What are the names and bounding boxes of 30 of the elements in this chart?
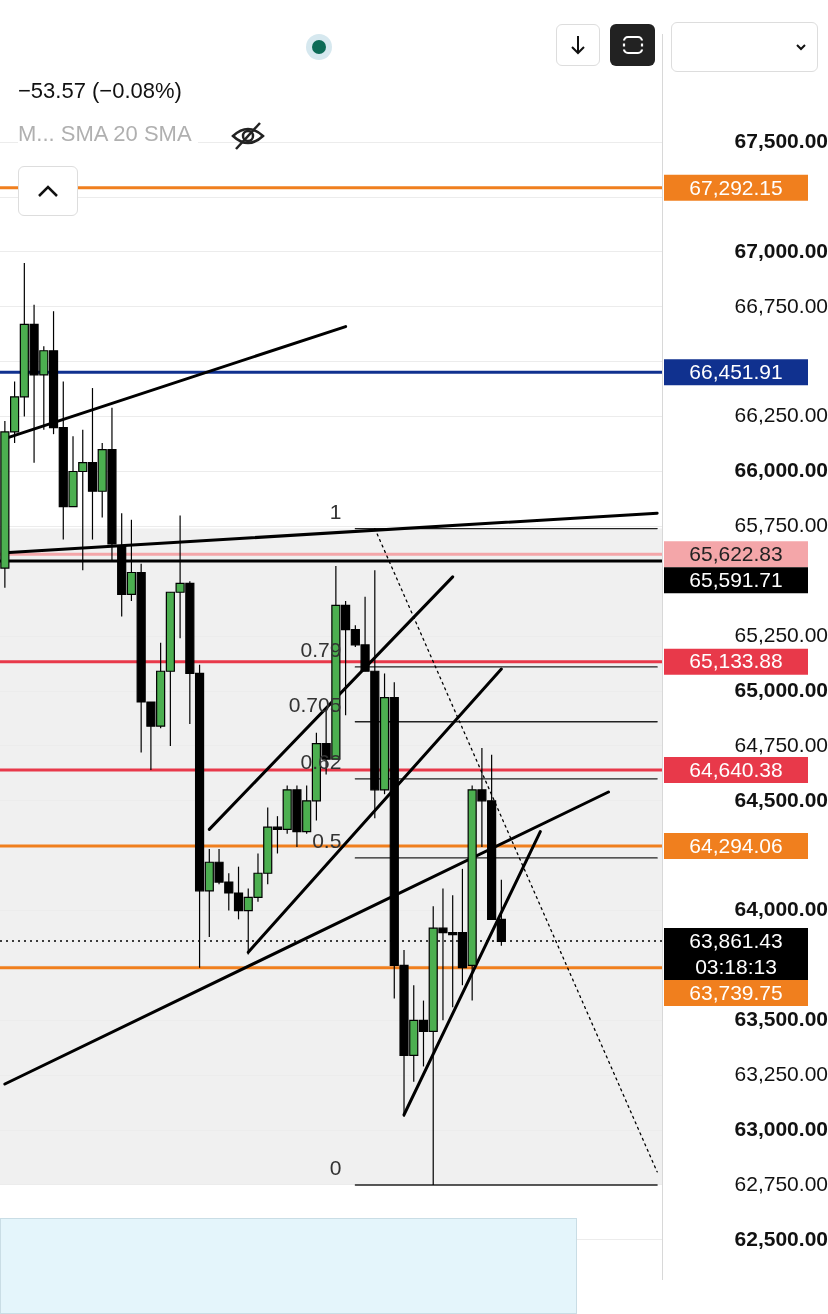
y-tick-label: 63,000.00 bbox=[734, 1116, 828, 1140]
ref-line-label: 67,292.15 bbox=[689, 175, 783, 199]
text: 03:18:13 bbox=[695, 954, 777, 978]
text: −53.57 (−0.08%) bbox=[18, 78, 182, 104]
y-tick-label: 65,750.00 bbox=[734, 513, 828, 537]
y-tick-label: 65,250.00 bbox=[734, 622, 828, 646]
y-tick-label: 67,500.00 bbox=[734, 128, 828, 152]
y-tick-label: 65,000.00 bbox=[734, 677, 828, 701]
ref-line-label: 64,640.38 bbox=[689, 757, 783, 781]
y-tick-label: 66,250.00 bbox=[734, 403, 828, 427]
y-tick-label: 66,000.00 bbox=[734, 458, 828, 482]
annotation: M... SMA 20 SMA bbox=[18, 121, 198, 147]
ref-line-label: 65,591.71 bbox=[689, 568, 783, 592]
ref-line-label: 63,739.75 bbox=[689, 980, 783, 1004]
ref-line-label: 65,133.88 bbox=[689, 649, 783, 673]
y-tick-label: 64,500.00 bbox=[734, 787, 828, 811]
ref-line-label: 63,861.43 bbox=[689, 928, 783, 952]
series-label: 1 bbox=[329, 499, 342, 523]
ref-line-label: 65,622.83 bbox=[689, 542, 783, 566]
y-tick-label: 62,500.00 bbox=[734, 1226, 828, 1250]
ref-line-label: 64,294.06 bbox=[689, 833, 783, 857]
y-tick-label: 66,750.00 bbox=[734, 293, 828, 317]
y-tick-label: 63,500.00 bbox=[734, 1007, 828, 1031]
y-tick-label: 63,250.00 bbox=[734, 1062, 828, 1086]
y-tick-label: 62,750.00 bbox=[734, 1171, 828, 1195]
ref-line-label: 66,451.91 bbox=[689, 360, 783, 384]
y-tick-label: 67,000.00 bbox=[734, 238, 828, 262]
y-tick-label: 64,750.00 bbox=[734, 732, 828, 756]
series-label: 0 bbox=[329, 1156, 342, 1180]
y-tick-label: 64,000.00 bbox=[734, 897, 828, 921]
